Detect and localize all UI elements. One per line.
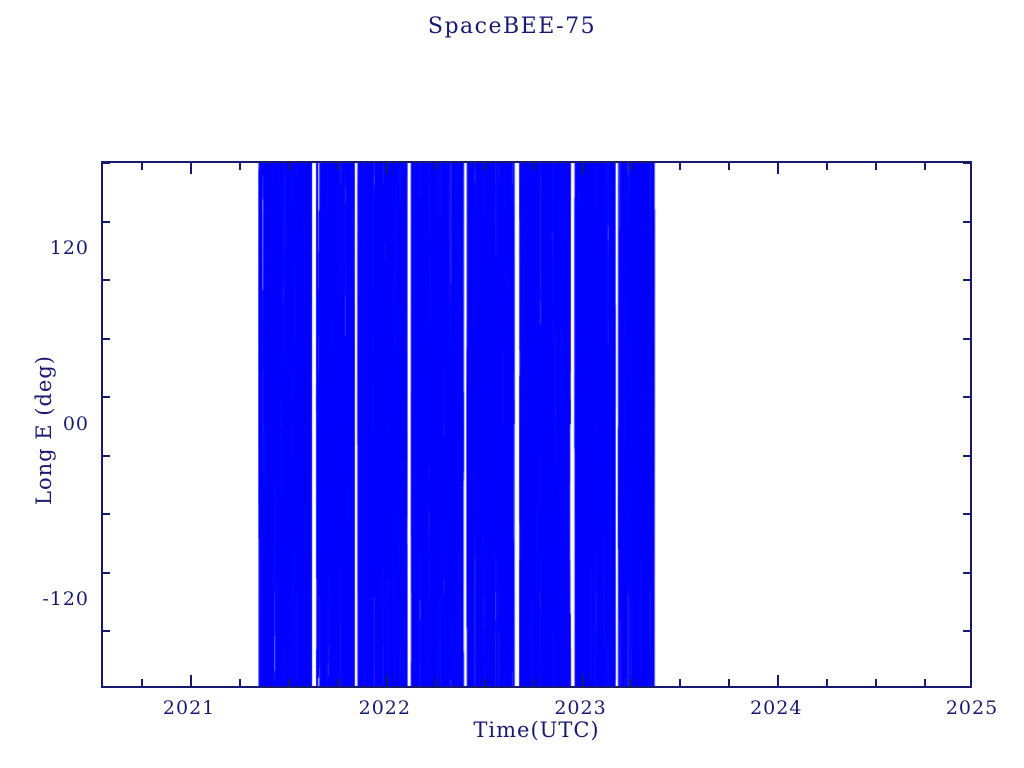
x-minor-tick xyxy=(141,679,144,686)
x-minor-tick xyxy=(679,679,682,686)
y-minor-tick xyxy=(963,279,970,282)
x-minor-tick xyxy=(434,679,437,686)
y-tick-label: -120 xyxy=(42,588,89,611)
x-minor-tick xyxy=(287,163,290,170)
y-minor-tick xyxy=(963,630,970,633)
x-minor-tick xyxy=(630,163,633,170)
x-minor-tick xyxy=(679,163,682,170)
x-minor-tick xyxy=(826,679,829,686)
x-axis-title: Time(UTC) xyxy=(473,718,600,742)
x-minor-tick xyxy=(728,163,731,170)
plot-area xyxy=(101,161,972,688)
y-minor-tick xyxy=(963,513,970,516)
x-tick-label: 2022 xyxy=(358,697,411,719)
x-minor-tick xyxy=(875,163,878,170)
x-minor-tick xyxy=(924,163,927,170)
y-minor-tick xyxy=(103,337,110,340)
y-minor-tick xyxy=(103,630,110,633)
x-minor-tick xyxy=(434,163,437,170)
y-minor-tick xyxy=(103,396,110,399)
x-major-tick xyxy=(777,163,780,174)
y-tick-label: 00 xyxy=(62,412,89,435)
y-minor-tick xyxy=(103,571,110,574)
y-minor-tick xyxy=(963,571,970,574)
y-minor-tick xyxy=(963,454,970,457)
page-title: SpaceBEE-75 xyxy=(427,14,597,39)
x-tick-label: 2023 xyxy=(554,697,607,719)
x-minor-tick xyxy=(483,679,486,686)
x-minor-tick xyxy=(239,163,241,170)
x-minor-tick xyxy=(728,679,731,686)
x-minor-tick xyxy=(532,679,535,686)
data-plot-canvas xyxy=(103,163,970,686)
x-minor-tick xyxy=(483,163,486,170)
y-minor-tick xyxy=(103,220,110,223)
x-tick-label: 2021 xyxy=(162,697,216,719)
x-minor-tick xyxy=(287,679,290,686)
x-minor-tick xyxy=(924,679,927,686)
y-tick-label: 120 xyxy=(49,236,89,259)
x-minor-tick xyxy=(141,163,144,170)
y-axis-title: Long E (deg) xyxy=(32,355,56,505)
x-major-tick xyxy=(385,163,388,174)
x-tick-label: 2025 xyxy=(945,697,999,719)
y-minor-tick xyxy=(103,163,110,164)
x-minor-tick xyxy=(630,679,633,686)
y-minor-tick xyxy=(103,279,110,282)
x-tick-label: 2024 xyxy=(750,697,803,719)
x-major-tick xyxy=(190,675,193,686)
x-minor-tick xyxy=(875,679,878,686)
y-minor-tick xyxy=(963,337,970,340)
y-minor-tick xyxy=(103,454,110,457)
x-minor-tick xyxy=(826,163,829,170)
y-minor-tick xyxy=(103,513,110,516)
x-major-tick xyxy=(581,675,584,686)
y-minor-tick xyxy=(963,220,970,223)
x-major-tick xyxy=(190,163,193,174)
x-minor-tick xyxy=(532,163,535,170)
x-major-tick xyxy=(777,675,780,686)
x-major-tick xyxy=(385,675,388,686)
x-major-tick xyxy=(581,163,584,174)
x-minor-tick xyxy=(239,679,241,686)
x-minor-tick xyxy=(336,163,339,170)
x-minor-tick xyxy=(336,679,339,686)
y-minor-tick xyxy=(963,396,970,399)
y-minor-tick xyxy=(963,163,970,164)
